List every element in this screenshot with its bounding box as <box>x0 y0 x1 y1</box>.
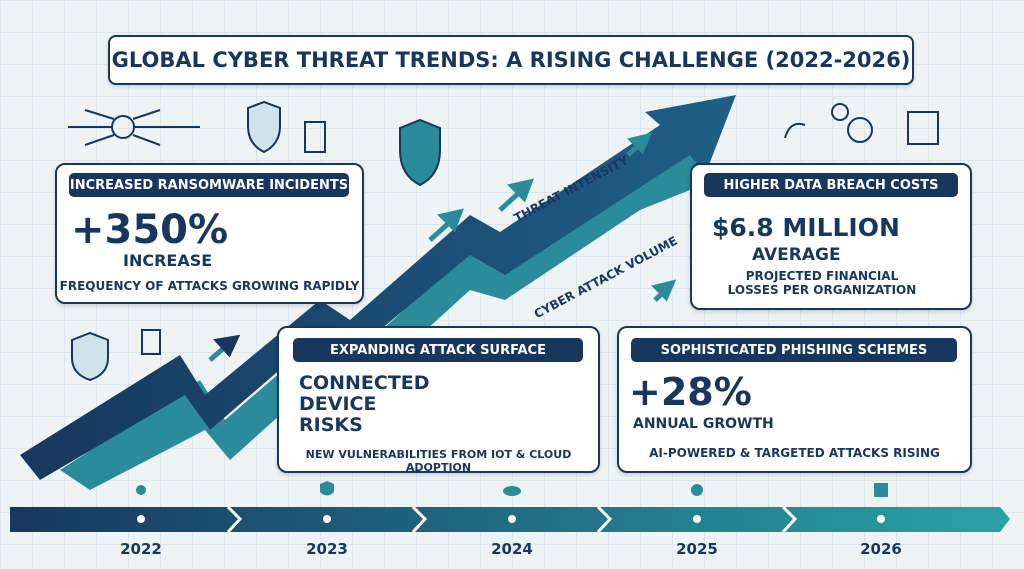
year-label: 2025 <box>676 540 718 558</box>
card-stat: $6.8 MILLION <box>712 213 900 242</box>
timeline-band <box>10 481 1010 534</box>
card-header: HIGHER DATA BREACH COSTS <box>704 173 958 197</box>
stat-line: DEVICE <box>299 393 377 415</box>
card-stat-label: AVERAGE <box>752 245 841 265</box>
small-arrows <box>208 132 677 362</box>
stat-line: CONNECTED <box>299 372 430 394</box>
card-header: SOPHISTICATED PHISHING SCHEMES <box>631 338 957 362</box>
year-label: 2026 <box>860 540 902 558</box>
year-label: 2024 <box>491 540 533 558</box>
card-stat: CONNECTED DEVICE RISKS <box>299 373 430 436</box>
card-note: PROJECTED FINANCIAL LOSSES PER ORGANIZAT… <box>727 269 917 297</box>
card: INCREASED RANSOMWARE INCIDENTS +350% INC… <box>55 163 364 304</box>
card: EXPANDING ATTACK SURFACE CONNECTED DEVIC… <box>277 326 600 474</box>
card-stat-label: INCREASE <box>123 251 213 270</box>
card-stat: +350% <box>71 207 229 253</box>
stat-line: RISKS <box>299 414 363 436</box>
title: GLOBAL CYBER THREAT TRENDS: A RISING CHA… <box>108 35 914 85</box>
card-note: FREQUENCY OF ATTACKS GROWING RAPIDLY <box>59 279 360 293</box>
year-label: 2023 <box>306 540 348 558</box>
card-header: INCREASED RANSOMWARE INCIDENTS <box>69 173 349 197</box>
card: HIGHER DATA BREACH COSTS $6.8 MILLION AV… <box>690 163 972 310</box>
card-note: NEW VULNERABILITIES FROM IOT & CLOUD ADO… <box>305 448 572 474</box>
icons <box>68 100 939 382</box>
card-header: EXPANDING ATTACK SURFACE <box>293 338 583 362</box>
card-note: AI-POWERED & TARGETED ATTACKS RISING <box>649 446 940 460</box>
card-stat-label: ANNUAL GROWTH <box>633 416 774 432</box>
year-label: 2022 <box>120 540 162 558</box>
trend-arrow-navy <box>20 95 736 480</box>
card: SOPHISTICATED PHISHING SCHEMES +28% ANNU… <box>617 326 972 473</box>
card-stat: +28% <box>629 370 752 414</box>
